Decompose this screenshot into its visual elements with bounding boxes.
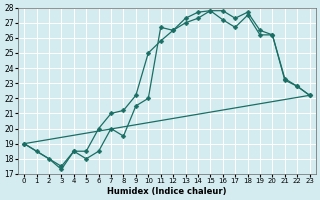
X-axis label: Humidex (Indice chaleur): Humidex (Indice chaleur) [107,187,227,196]
